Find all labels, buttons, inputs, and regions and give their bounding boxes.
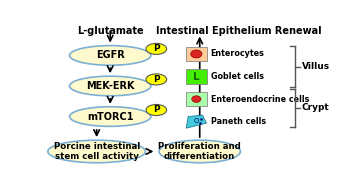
Ellipse shape xyxy=(70,107,151,126)
Text: EGFR: EGFR xyxy=(96,50,125,60)
Ellipse shape xyxy=(70,76,151,96)
Ellipse shape xyxy=(192,96,201,102)
FancyBboxPatch shape xyxy=(186,47,206,61)
Text: Enterocytes: Enterocytes xyxy=(211,50,265,58)
Text: Goblet cells: Goblet cells xyxy=(211,72,264,81)
Text: L: L xyxy=(193,71,200,81)
Ellipse shape xyxy=(159,140,240,163)
Circle shape xyxy=(146,43,167,54)
Text: P: P xyxy=(153,44,160,53)
Text: Porcine intestinal
stem cell activity: Porcine intestinal stem cell activity xyxy=(54,142,140,161)
Text: Crypt: Crypt xyxy=(302,103,329,112)
Ellipse shape xyxy=(70,46,151,65)
Text: Paneth cells: Paneth cells xyxy=(211,117,266,126)
Text: Proliferation and
differentiation: Proliferation and differentiation xyxy=(158,142,241,161)
Text: mTORC1: mTORC1 xyxy=(87,112,133,122)
Text: O: O xyxy=(194,118,199,124)
FancyBboxPatch shape xyxy=(186,92,206,106)
Text: P: P xyxy=(153,105,160,115)
Circle shape xyxy=(146,105,167,115)
Circle shape xyxy=(146,74,167,85)
Text: Intestinal Epithelium Renewal: Intestinal Epithelium Renewal xyxy=(156,26,322,36)
Text: MEK-ERK: MEK-ERK xyxy=(86,81,134,91)
Text: P: P xyxy=(153,75,160,84)
Ellipse shape xyxy=(48,140,146,163)
Text: L-glutamate: L-glutamate xyxy=(77,26,144,36)
Text: Villus: Villus xyxy=(302,62,330,71)
Ellipse shape xyxy=(191,50,202,58)
Polygon shape xyxy=(186,115,206,128)
Text: Enteroendocrine cells: Enteroendocrine cells xyxy=(211,94,309,104)
FancyBboxPatch shape xyxy=(186,69,206,84)
